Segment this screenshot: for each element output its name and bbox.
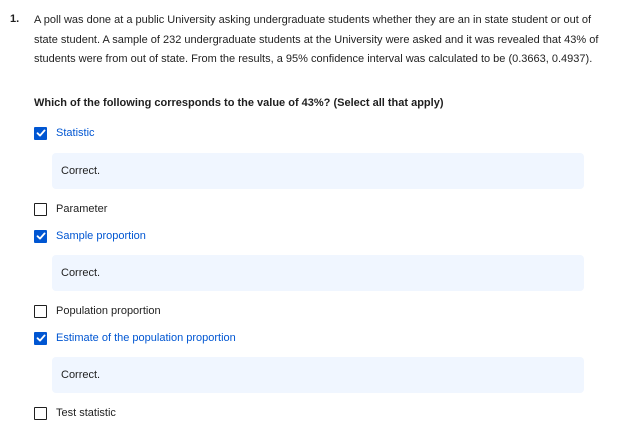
question-text: A poll was done at a public University a… bbox=[34, 14, 599, 65]
feedback-box: Correct. bbox=[52, 255, 584, 291]
option-label: Sample proportion bbox=[56, 230, 146, 242]
option-sample-proportion[interactable]: Sample proportion bbox=[34, 228, 146, 244]
option-test-statistic[interactable]: Test statistic bbox=[34, 405, 116, 421]
question-prompt: Which of the following corresponds to th… bbox=[34, 97, 444, 109]
option-estimate-population-proportion[interactable]: Estimate of the population proportion bbox=[34, 330, 236, 346]
checkbox-unchecked-icon[interactable] bbox=[34, 304, 47, 318]
checkbox-checked-icon[interactable] bbox=[34, 126, 47, 140]
feedback-box: Correct. bbox=[52, 153, 584, 189]
checkbox-checked-icon[interactable] bbox=[34, 229, 47, 243]
option-label: Test statistic bbox=[56, 407, 116, 419]
checkbox-unchecked-icon[interactable] bbox=[34, 202, 47, 216]
feedback-box: Correct. bbox=[52, 357, 584, 393]
checkbox-checked-icon[interactable] bbox=[34, 331, 47, 345]
option-statistic[interactable]: Statistic bbox=[34, 125, 95, 141]
feedback-text: Correct. bbox=[61, 369, 101, 381]
option-label: Estimate of the population proportion bbox=[56, 332, 236, 344]
option-parameter[interactable]: Parameter bbox=[34, 201, 107, 217]
option-population-proportion[interactable]: Population proportion bbox=[34, 303, 161, 319]
feedback-text: Correct. bbox=[61, 165, 101, 177]
option-label: Parameter bbox=[56, 203, 108, 215]
option-label: Population proportion bbox=[56, 305, 161, 317]
checkbox-unchecked-icon[interactable] bbox=[34, 406, 47, 420]
question-number: 1. bbox=[10, 13, 20, 25]
option-label: Statistic bbox=[56, 127, 95, 139]
feedback-text: Correct. bbox=[61, 267, 101, 279]
